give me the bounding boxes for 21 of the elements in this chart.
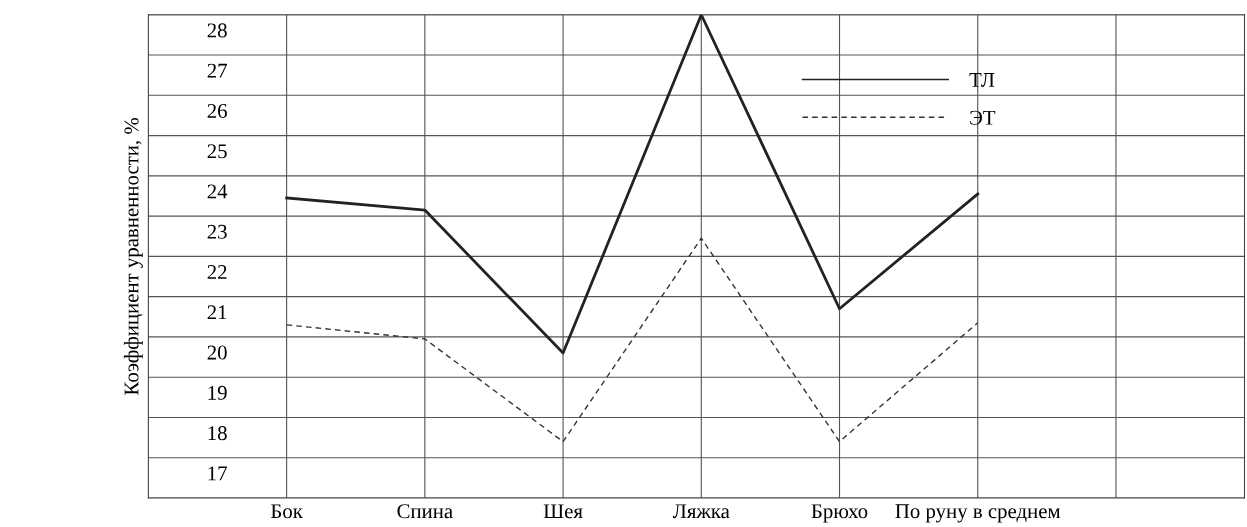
x-tick-label: Спина [397, 504, 453, 519]
y-tick-label: 20 [207, 345, 227, 360]
x-tick-label: Брюхо [811, 504, 868, 523]
y-axis-title: Коэффициент уравненности, % [123, 118, 143, 395]
x-tick-label: Бок [270, 504, 303, 519]
text: ЭТ [970, 110, 996, 125]
y-tick-label: 24 [207, 184, 228, 199]
y-tick-label: 21 [207, 305, 227, 320]
y-tick-label: 27 [207, 63, 227, 78]
y-tick-label: 19 [208, 385, 227, 400]
y-tick-label: 22 [207, 265, 227, 279]
y-tick-label: 26 [207, 103, 227, 118]
x-tick-label: Шея [543, 504, 583, 519]
text: ТЛ [969, 73, 995, 87]
y-tick-label: 18 [208, 426, 227, 441]
y-tick-label: 25 [207, 144, 227, 159]
y-tick-label: 28 [207, 23, 227, 38]
x-tick-label: Ляжка [672, 504, 730, 519]
y-tick-label: 17 [208, 466, 227, 481]
x-tick-label: По руну в среднем [895, 504, 1061, 523]
y-tick-label: 23 [207, 224, 227, 239]
